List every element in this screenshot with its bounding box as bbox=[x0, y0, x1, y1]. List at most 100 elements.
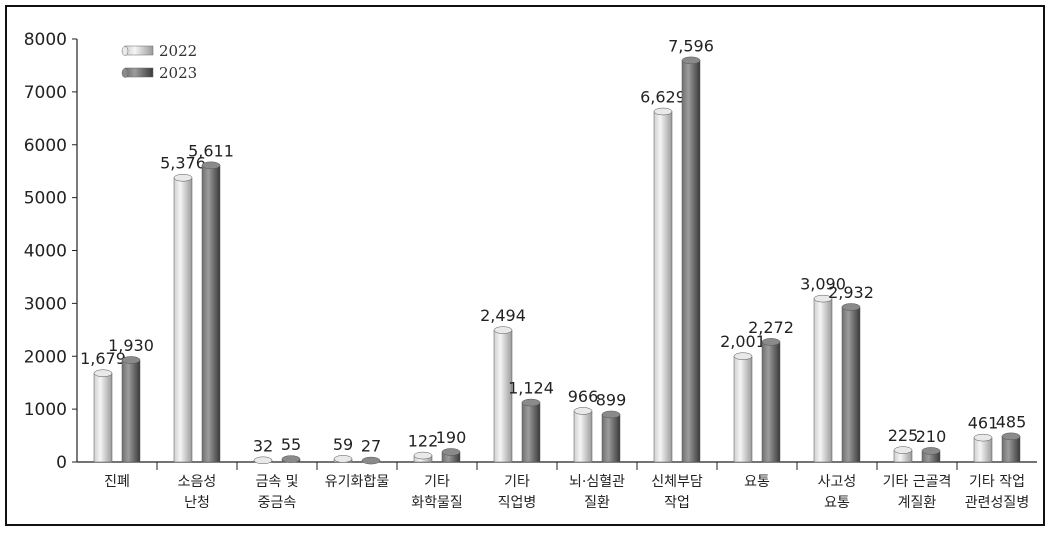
bar-2022 bbox=[93, 372, 113, 463]
x-category-label-line: 중금속 bbox=[258, 495, 297, 511]
bar-top-2022 bbox=[653, 107, 673, 116]
bar-top-2022 bbox=[733, 352, 753, 360]
x-category-label-line: 금속 및 bbox=[255, 474, 298, 490]
bar-top-2022 bbox=[813, 294, 833, 303]
bar-top-2023 bbox=[281, 455, 301, 463]
value-label-2023: 1,124 bbox=[508, 379, 554, 398]
value-label-2023: 899 bbox=[596, 390, 627, 409]
x-category-label-line: 기타 근골격 bbox=[883, 474, 952, 490]
legend-label-2022: 2022 bbox=[159, 42, 197, 60]
bar-2022 bbox=[733, 355, 753, 463]
value-label-2022: 2,494 bbox=[480, 306, 526, 325]
legend-swatch-cap-2023 bbox=[121, 68, 129, 78]
x-category-label-line: 계질환 bbox=[898, 495, 937, 511]
bar-2023 bbox=[521, 402, 541, 463]
bar-2022 bbox=[653, 111, 673, 463]
value-label-2022: 5,376 bbox=[160, 154, 206, 173]
x-category-label-line: 관련성질병 bbox=[965, 495, 1029, 511]
bar-2023 bbox=[841, 306, 861, 463]
legend-swatch-cap-2022 bbox=[121, 46, 129, 56]
x-category-label-line: 진폐 bbox=[104, 474, 130, 490]
value-label-2022: 966 bbox=[568, 387, 599, 406]
x-category-label: 유기화합물 bbox=[325, 474, 390, 490]
value-label-2023: 485 bbox=[996, 412, 1027, 431]
bar-top-2023 bbox=[681, 56, 701, 65]
bar-top-2023 bbox=[201, 161, 221, 170]
y-tick-label: 2000 bbox=[24, 347, 67, 367]
x-category-label-line: 기타 bbox=[504, 474, 530, 490]
y-tick-label: 0 bbox=[56, 453, 67, 473]
bar-2023 bbox=[601, 414, 621, 463]
x-category-label-line: 직업병 bbox=[498, 495, 537, 511]
value-label-2022: 461 bbox=[968, 414, 999, 433]
bar-top-2023 bbox=[361, 456, 381, 465]
value-label-2023: 210 bbox=[916, 427, 947, 446]
y-tick-label: 8000 bbox=[24, 30, 67, 50]
legend-swatch-2023 bbox=[124, 67, 154, 78]
x-category-label: 요통 bbox=[744, 474, 770, 490]
x-category-label-line: 난청 bbox=[184, 495, 210, 511]
x-category-label-line: 요통 bbox=[744, 474, 770, 490]
x-category-label-line: 화학물질 bbox=[411, 495, 463, 511]
bar-2023 bbox=[201, 165, 221, 463]
bar-2023 bbox=[761, 341, 781, 463]
x-category-label-line: 신체부담 bbox=[651, 474, 703, 490]
y-tick-label: 3000 bbox=[24, 294, 67, 314]
x-category-label-line: 기타 bbox=[424, 474, 450, 490]
x-category-label-line: 유기화합물 bbox=[325, 474, 390, 490]
value-label-2022: 6,629 bbox=[640, 87, 686, 106]
x-category-label-line: 작업 bbox=[664, 495, 690, 511]
y-tick-label: 5000 bbox=[24, 189, 67, 209]
bar-top-2023 bbox=[121, 356, 141, 364]
y-tick-label: 7000 bbox=[24, 83, 67, 103]
x-category-label-line: 요통 bbox=[824, 495, 850, 511]
bar-top-2023 bbox=[841, 303, 861, 311]
bar-top-2022 bbox=[493, 326, 513, 334]
bar-2023 bbox=[681, 60, 701, 463]
bar-top-2022 bbox=[573, 407, 593, 415]
value-label-2023: 55 bbox=[281, 435, 301, 454]
bar-top-2022 bbox=[93, 369, 113, 377]
bar-top-2023 bbox=[601, 410, 621, 419]
bar-top-2023 bbox=[441, 448, 461, 456]
value-label-2022: 59 bbox=[333, 435, 353, 454]
x-category-label-line: 사고성 bbox=[818, 474, 857, 490]
bar-top-2023 bbox=[921, 447, 941, 455]
y-tick-label: 4000 bbox=[24, 242, 67, 262]
x-category-label: 진폐 bbox=[104, 474, 130, 490]
bar-top-2022 bbox=[413, 451, 433, 460]
x-category-label-line: 뇌·심혈관 bbox=[569, 474, 625, 490]
bar-top-2023 bbox=[1001, 432, 1021, 441]
y-tick-label: 1000 bbox=[24, 400, 67, 420]
value-label-2023: 2,932 bbox=[828, 283, 874, 302]
y-tick-label: 6000 bbox=[24, 136, 67, 156]
bar-top-2022 bbox=[333, 455, 353, 463]
bar-2023 bbox=[1001, 436, 1021, 463]
legend-label-2023: 2023 bbox=[159, 64, 197, 82]
value-label-2023: 5,611 bbox=[188, 141, 234, 160]
bar-2022 bbox=[173, 177, 193, 463]
bar-2023 bbox=[121, 359, 141, 463]
x-category-label-line: 기타 작업 bbox=[969, 474, 1025, 490]
bar-top-2022 bbox=[253, 456, 273, 465]
bar-top-2022 bbox=[893, 446, 913, 454]
x-category-label-line: 소음성 bbox=[178, 474, 217, 490]
bar-top-2023 bbox=[521, 398, 541, 407]
bar-2022 bbox=[813, 298, 833, 463]
value-label-2022: 225 bbox=[888, 426, 919, 445]
value-label-2022: 122 bbox=[408, 432, 439, 451]
x-category-label-line: 질환 bbox=[584, 495, 610, 511]
value-label-2023: 2,272 bbox=[748, 318, 794, 337]
bar-top-2022 bbox=[973, 433, 993, 442]
bar-2022 bbox=[573, 410, 593, 463]
